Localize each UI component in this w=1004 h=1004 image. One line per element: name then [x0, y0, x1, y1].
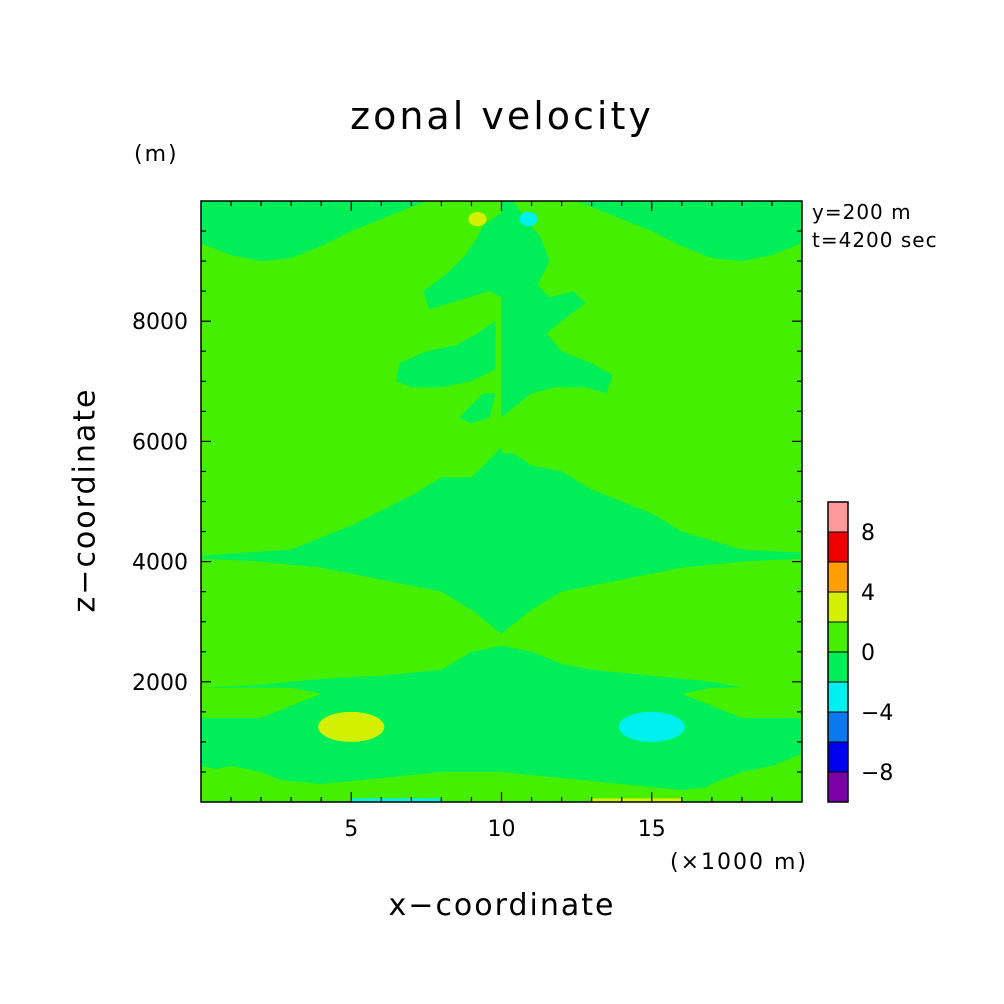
feature-negative-blob: [618, 711, 685, 742]
colorbar-swatch: [827, 501, 849, 533]
region-lower-left-corner: [201, 765, 322, 802]
feature-bottom-positive: [591, 798, 682, 802]
region-lower-right-bump: [681, 687, 802, 718]
region-upper-left: [201, 201, 427, 262]
x-tick-label: 15: [638, 817, 666, 842]
region-lower-band: [201, 645, 802, 790]
region-mid-band: [201, 447, 802, 634]
y-tick-label: 8000: [132, 310, 188, 335]
x-axis-unit: (×1000 m): [670, 850, 809, 875]
x-tick-label: 5: [344, 817, 358, 842]
region-central-left-1: [423, 213, 502, 310]
colorbar-swatch: [827, 531, 849, 563]
colorbar-label: −4: [861, 701, 893, 726]
region-lower-left-bump: [201, 687, 322, 718]
colorbar-label: 4: [861, 581, 875, 606]
colorbar-label: 0: [861, 641, 875, 666]
feature-top-negative: [519, 211, 538, 227]
colorbar-swatch: [827, 621, 849, 653]
feature-top-positive: [468, 211, 487, 227]
annotation-time: t=4200 sec: [812, 228, 938, 252]
feature-bottom-negative: [351, 798, 442, 802]
colorbar: −8 −4 0 4 8: [827, 501, 893, 803]
y-tick-label: 6000: [132, 430, 188, 455]
region-lower-right-corner: [681, 765, 802, 802]
region-central-right: [501, 201, 613, 418]
y-axis-unit: (m): [134, 142, 179, 167]
y-tick-label: 2000: [132, 671, 188, 696]
x-axis-label: x−coordinate: [388, 888, 616, 923]
colorbar-frame: [827, 501, 849, 803]
colorbar-swatch: [827, 711, 849, 743]
axes: 5 10 15 2000 4000 6000 8000: [132, 200, 803, 842]
region-central-left-2: [396, 321, 496, 388]
region-central-left-3: [459, 393, 496, 424]
feature-positive-blob: [318, 711, 385, 742]
colorbar-swatch: [827, 681, 849, 713]
colorbar-swatch: [827, 591, 849, 623]
colorbar-swatch: [827, 651, 849, 683]
x-tick-label: 10: [488, 817, 516, 842]
annotation-y-position: y=200 m: [812, 200, 912, 224]
colorbar-swatch: [827, 561, 849, 593]
colorbar-swatch: [827, 741, 849, 773]
colorbar-swatch: [827, 771, 849, 803]
contour-field: [201, 201, 802, 802]
chart-title: zonal velocity: [350, 94, 654, 138]
y-tick-label: 4000: [132, 551, 188, 576]
region-upper-right: [576, 201, 802, 262]
colorbar-label: 8: [861, 521, 875, 546]
colorbar-label: −8: [861, 761, 893, 786]
plot-area: [201, 201, 802, 802]
